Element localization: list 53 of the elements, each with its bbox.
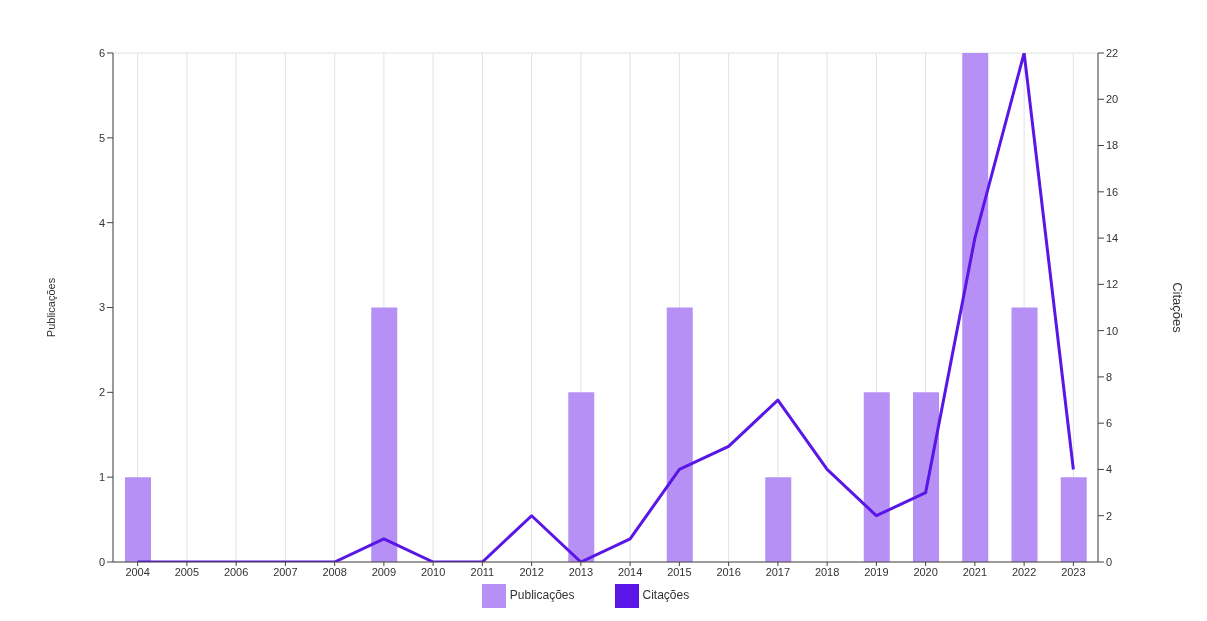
bar	[863, 392, 890, 562]
y2-tick-label: 16	[1106, 185, 1119, 198]
y-tick-label: 5	[98, 131, 105, 144]
y2-tick-label: 4	[1106, 463, 1113, 476]
y2-tick-label: 22	[1106, 46, 1119, 59]
x-tick-label: 2016	[716, 565, 741, 578]
y-tick-label: 1	[98, 471, 105, 484]
x-tick-label: 2012	[519, 565, 544, 578]
x-tick-label: 2022	[1011, 565, 1037, 578]
x-tick-label: 2010	[420, 565, 446, 578]
x-tick-label: 2009	[371, 565, 397, 578]
x-tick-label: 2008	[322, 565, 347, 578]
bar	[765, 477, 792, 562]
y2-tick-label: 14	[1106, 232, 1119, 244]
x-tick-label: 2005	[174, 565, 200, 578]
bar	[568, 392, 595, 562]
x-tick-label: 2019	[864, 565, 889, 578]
x-tick-label: 2021	[962, 565, 988, 578]
bar	[371, 307, 398, 562]
x-tick-label: 2011	[470, 565, 495, 578]
y2-tick-label: 2	[1106, 509, 1113, 522]
y-axis-title: Publicações	[44, 277, 57, 338]
y-tick-label: 4	[98, 216, 105, 229]
x-tick-label: 2023	[1061, 565, 1086, 578]
y2-tick-label: 12	[1106, 278, 1119, 291]
bar	[962, 53, 989, 562]
x-tick-label: 2020	[913, 565, 938, 578]
y-tick-label: 2	[98, 386, 105, 399]
bar	[1011, 307, 1038, 562]
x-tick-label: 2004	[125, 565, 150, 578]
y-tick-label: 6	[98, 46, 105, 59]
y2-tick-label: 8	[1106, 370, 1113, 383]
x-tick-label: 2018	[814, 565, 840, 578]
bar	[125, 477, 151, 562]
y2-tick-label: 6	[1106, 417, 1113, 430]
y-tick-label: 0	[98, 555, 105, 568]
bar	[666, 307, 693, 562]
bar	[1060, 477, 1087, 562]
y-tick-label: 3	[98, 301, 105, 314]
bar	[913, 392, 939, 562]
y2-tick-label: 18	[1106, 139, 1119, 152]
y2-tick-label: 20	[1106, 93, 1119, 106]
y2-tick-label: 0	[1106, 555, 1113, 568]
x-tick-label: 2017	[765, 565, 791, 578]
legend-label: Citações	[642, 588, 690, 603]
x-tick-label: 2013	[568, 565, 594, 578]
x-tick-label: 2015	[667, 565, 692, 578]
y2-axis-title: Citações	[1170, 282, 1186, 334]
x-tick-label: 2014	[617, 565, 643, 578]
legend-label: Publicações	[509, 588, 575, 603]
x-tick-label: 2006	[223, 565, 249, 578]
y2-tick-label: 10	[1106, 324, 1119, 337]
x-tick-label: 2007	[273, 565, 298, 578]
